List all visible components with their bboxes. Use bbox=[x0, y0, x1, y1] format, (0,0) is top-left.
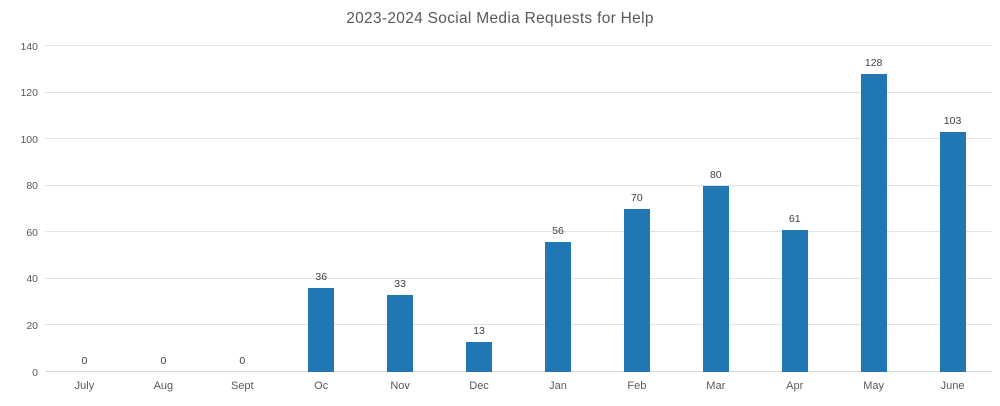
y-tick-label: 60 bbox=[26, 226, 38, 239]
x-tick-label: Apr bbox=[786, 380, 804, 392]
chart-title: 2023-2024 Social Media Requests for Help bbox=[346, 10, 654, 27]
y-tick-label: 0 bbox=[32, 366, 38, 379]
gridline bbox=[45, 45, 992, 46]
bar bbox=[781, 229, 808, 372]
bar-value-label: 13 bbox=[473, 324, 485, 337]
gridline bbox=[45, 184, 992, 186]
bar-value-label: 0 bbox=[160, 355, 167, 367]
x-tick-label: June bbox=[940, 380, 965, 392]
bar bbox=[939, 132, 966, 372]
gridline bbox=[45, 231, 992, 233]
gridline bbox=[45, 324, 992, 326]
bar-value-label: 128 bbox=[864, 56, 883, 69]
x-tick-label: Dec bbox=[469, 380, 489, 392]
bar-value-label: 56 bbox=[552, 224, 564, 237]
x-tick-label: Mar bbox=[706, 380, 726, 392]
bar bbox=[387, 295, 414, 372]
bar-value-label: 33 bbox=[394, 278, 406, 291]
x-axis-baseline bbox=[45, 371, 992, 372]
bar bbox=[308, 288, 335, 372]
y-tick-label: 100 bbox=[20, 133, 38, 146]
y-tick-label: 20 bbox=[26, 319, 38, 332]
y-tick-label: 40 bbox=[26, 273, 38, 286]
x-tick-label: July bbox=[74, 380, 95, 392]
y-tick-label: 80 bbox=[26, 180, 38, 193]
bar-value-label: 61 bbox=[788, 212, 801, 225]
gridline bbox=[45, 91, 992, 93]
y-tick-label: 140 bbox=[20, 40, 38, 53]
bar-value-label: 70 bbox=[631, 192, 643, 204]
x-tick-label: Feb bbox=[627, 380, 647, 392]
x-tick-label: Oc bbox=[314, 380, 329, 392]
bar-value-label: 0 bbox=[239, 355, 246, 367]
x-tick-label: Jan bbox=[549, 380, 567, 392]
bar bbox=[466, 341, 493, 372]
x-axis: July Aug Sept Oc Nov Dec Jan Feb Mar Apr May June bbox=[45, 372, 992, 402]
y-tick-label: 120 bbox=[20, 87, 38, 100]
x-tick-label: May bbox=[863, 380, 885, 392]
gridline bbox=[45, 138, 992, 140]
x-tick-label: Sept bbox=[230, 380, 254, 392]
bar-value-label: 0 bbox=[81, 355, 88, 367]
bar-value-label: 103 bbox=[943, 115, 962, 128]
bar-value-label: 80 bbox=[709, 168, 722, 181]
plot-area: 0 20 40 60 80 100 120 140 0 0 0 36 33 13 56 70 80 61 128 10… bbox=[20, 41, 992, 379]
bar bbox=[544, 241, 571, 372]
x-tick-label: Nov bbox=[390, 380, 410, 392]
bar bbox=[702, 185, 729, 372]
bar-value-label: 36 bbox=[315, 271, 328, 284]
bar bbox=[860, 73, 887, 372]
x-tick-label: Aug bbox=[153, 380, 174, 392]
gridline bbox=[45, 277, 992, 279]
bar bbox=[623, 209, 650, 372]
